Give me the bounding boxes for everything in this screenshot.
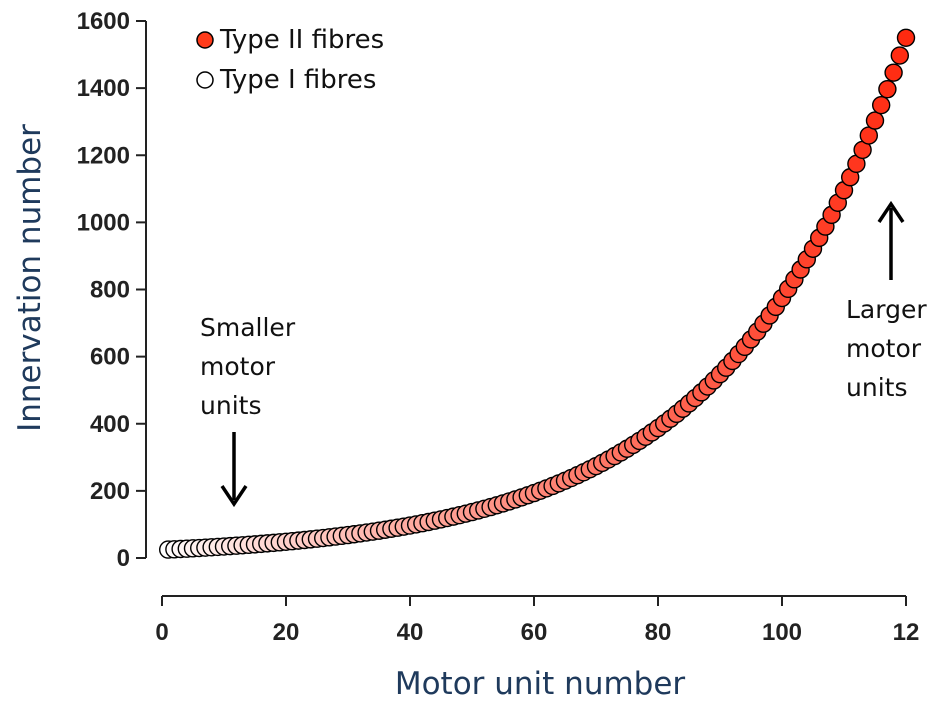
- x-tick-label: 12: [893, 619, 920, 646]
- annotation-smaller-motor-units: Smaller motor units: [200, 313, 296, 508]
- y-tick-label: 1600: [77, 8, 130, 35]
- legend-label-type-ii: Type II fibres: [219, 25, 384, 55]
- y-tick-label: 0: [117, 545, 130, 572]
- y-tick-label: 200: [90, 478, 130, 505]
- x-axis: 0 20 40 60 80 100 12: [155, 595, 920, 646]
- data-point: [890, 46, 909, 65]
- y-tick-label: 800: [90, 277, 130, 304]
- x-axis-title: Motor unit number: [395, 666, 686, 702]
- y-tick-label: 1200: [77, 142, 130, 169]
- data-point: [878, 79, 897, 99]
- y-axis-title: Innervation number: [12, 124, 48, 432]
- legend-label-type-i: Type I fibres: [219, 65, 376, 95]
- annotation-larger-motor-units: Larger motor units: [846, 200, 927, 402]
- down-arrow-head-icon: [220, 485, 248, 508]
- legend-marker-type-i: [196, 71, 214, 89]
- y-tick-label: 1400: [77, 75, 130, 102]
- annotation-smaller-line-1: Smaller: [200, 313, 296, 342]
- x-tick-label: 100: [762, 619, 802, 646]
- x-tick-label: 0: [155, 619, 168, 646]
- y-axis: 0 200 400 600 800 1000 1200 1400 1600: [77, 8, 147, 572]
- legend: Type II fibres Type I fibres: [196, 25, 384, 95]
- x-tick-label: 20: [273, 619, 300, 646]
- legend-marker-type-ii: [196, 31, 214, 49]
- x-tick-label: 40: [397, 619, 424, 646]
- annotation-smaller-line-2: motor: [200, 352, 276, 381]
- annotation-larger-line-2: motor: [846, 334, 922, 363]
- data-point: [896, 28, 916, 47]
- x-tick-label: 80: [645, 619, 672, 646]
- y-tick-label: 1000: [77, 209, 130, 236]
- data-point: [884, 63, 903, 82]
- up-arrow-head-icon: [877, 200, 905, 223]
- y-tick-label: 400: [90, 411, 130, 438]
- data-point: [872, 95, 891, 115]
- annotation-larger-line-3: units: [846, 373, 907, 402]
- annotation-larger-line-1: Larger: [846, 295, 927, 324]
- data-point: [865, 111, 885, 130]
- annotation-smaller-line-3: units: [200, 391, 261, 420]
- data-points: [158, 28, 916, 559]
- x-tick-label: 60: [521, 619, 548, 646]
- y-tick-label: 600: [90, 344, 130, 371]
